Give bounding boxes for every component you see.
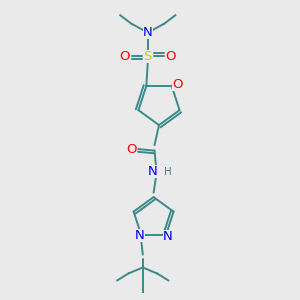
Text: O: O: [172, 78, 182, 91]
Text: N: N: [148, 165, 157, 178]
Text: O: O: [166, 50, 176, 62]
Text: S: S: [144, 50, 152, 62]
Text: H: H: [164, 167, 171, 177]
Text: N: N: [163, 230, 172, 243]
Text: O: O: [119, 50, 130, 62]
Text: O: O: [126, 142, 137, 156]
Text: N: N: [135, 229, 145, 242]
Text: N: N: [143, 26, 153, 39]
